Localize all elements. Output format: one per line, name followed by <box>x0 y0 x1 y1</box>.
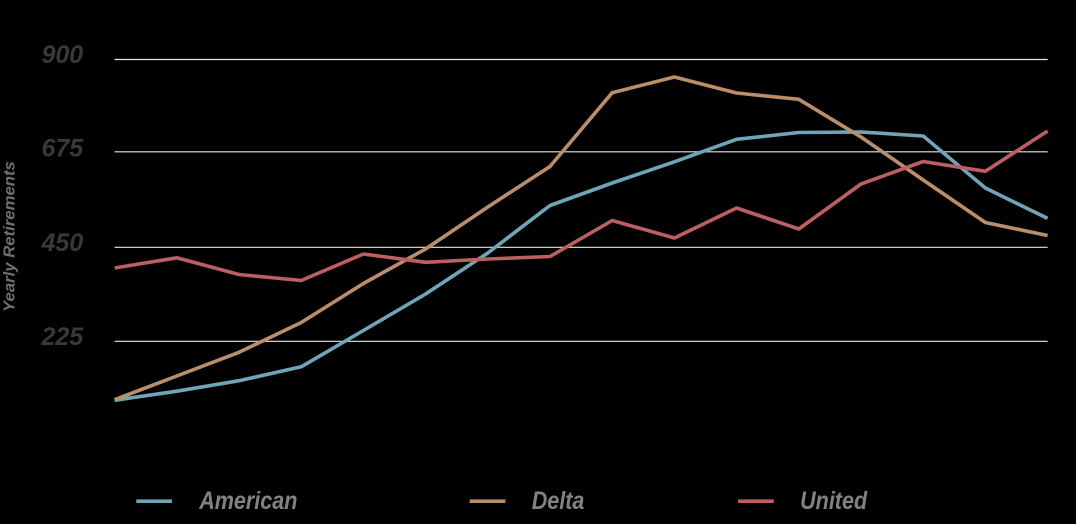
svg-text:Yearly Retirements: Yearly Retirements <box>1 161 19 312</box>
svg-text:450: 450 <box>41 229 84 257</box>
svg-text:United: United <box>800 487 868 515</box>
svg-text:Delta: Delta <box>532 487 585 515</box>
svg-text:225: 225 <box>41 323 85 351</box>
svg-text:American: American <box>198 487 297 515</box>
svg-text:675: 675 <box>42 135 85 163</box>
svg-text:900: 900 <box>42 41 84 69</box>
